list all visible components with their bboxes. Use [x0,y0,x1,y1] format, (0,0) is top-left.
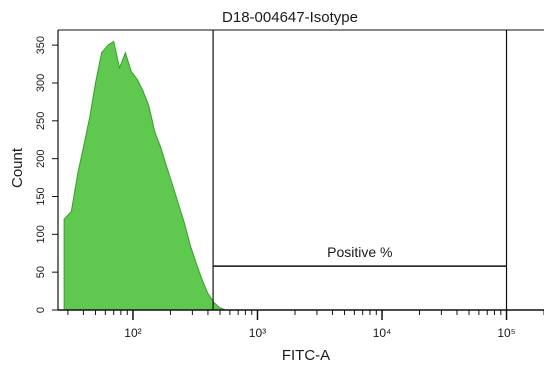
y-tick-label-300: 300 [35,74,47,92]
y-tick-label-50: 50 [35,266,47,278]
y-tick-label-350: 350 [35,36,47,54]
y-tick-label-0: 0 [35,307,47,313]
histogram-area-0 [63,40,226,311]
y-tick-label-200: 200 [35,149,47,167]
x-tick-label-3: 10⁵ [497,326,515,340]
y-tick-label-250: 250 [35,112,47,130]
y-axis-label: Count [9,147,26,188]
y-tick-label-150: 150 [35,187,47,205]
x-axis-label: FITC-A [282,347,330,364]
x-tick-label-0: 10² [124,326,141,340]
x-tick-label-2: 10⁴ [373,326,392,340]
y-tick-label-100: 100 [35,225,47,243]
chart-title: D18-004647-Isotype [222,9,358,26]
x-tick-label-1: 10³ [249,326,266,340]
gate-label-0: Positive % [327,244,392,260]
